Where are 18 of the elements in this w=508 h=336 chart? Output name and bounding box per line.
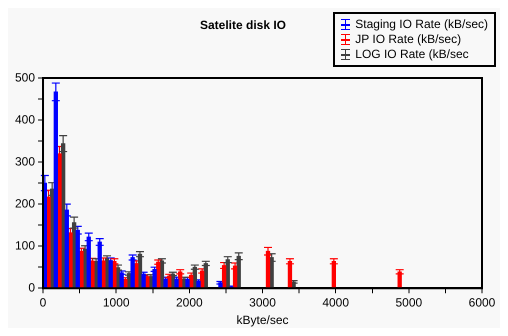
x-tick-label: 2000: [176, 296, 204, 310]
legend-label: JP IO Rate (kB/sec): [355, 32, 462, 47]
chart-title: Satelite disk IO: [198, 18, 288, 32]
y-tick-label: 200: [14, 196, 36, 210]
x-tick-label: 5000: [395, 296, 423, 310]
x-axis-title: kByte/sec: [236, 313, 289, 328]
legend-label: Staging IO Rate (kB/sec): [355, 17, 488, 32]
y-tick-label: 500: [14, 70, 36, 84]
legend-label: LOG IO Rate (kB/sec: [355, 47, 469, 62]
y-tick-label: 300: [14, 154, 36, 168]
x-tick-label: 0: [40, 296, 47, 310]
x-tick-label: 6000: [468, 296, 496, 310]
y-tick-label: 400: [14, 112, 36, 126]
y-tick-label: 100: [14, 238, 36, 252]
y-tick-label: 0: [28, 280, 36, 295]
x-tick-label: 4000: [322, 296, 350, 310]
x-tick-label: 3000: [249, 296, 276, 310]
x-tick-label: 1000: [102, 296, 130, 310]
